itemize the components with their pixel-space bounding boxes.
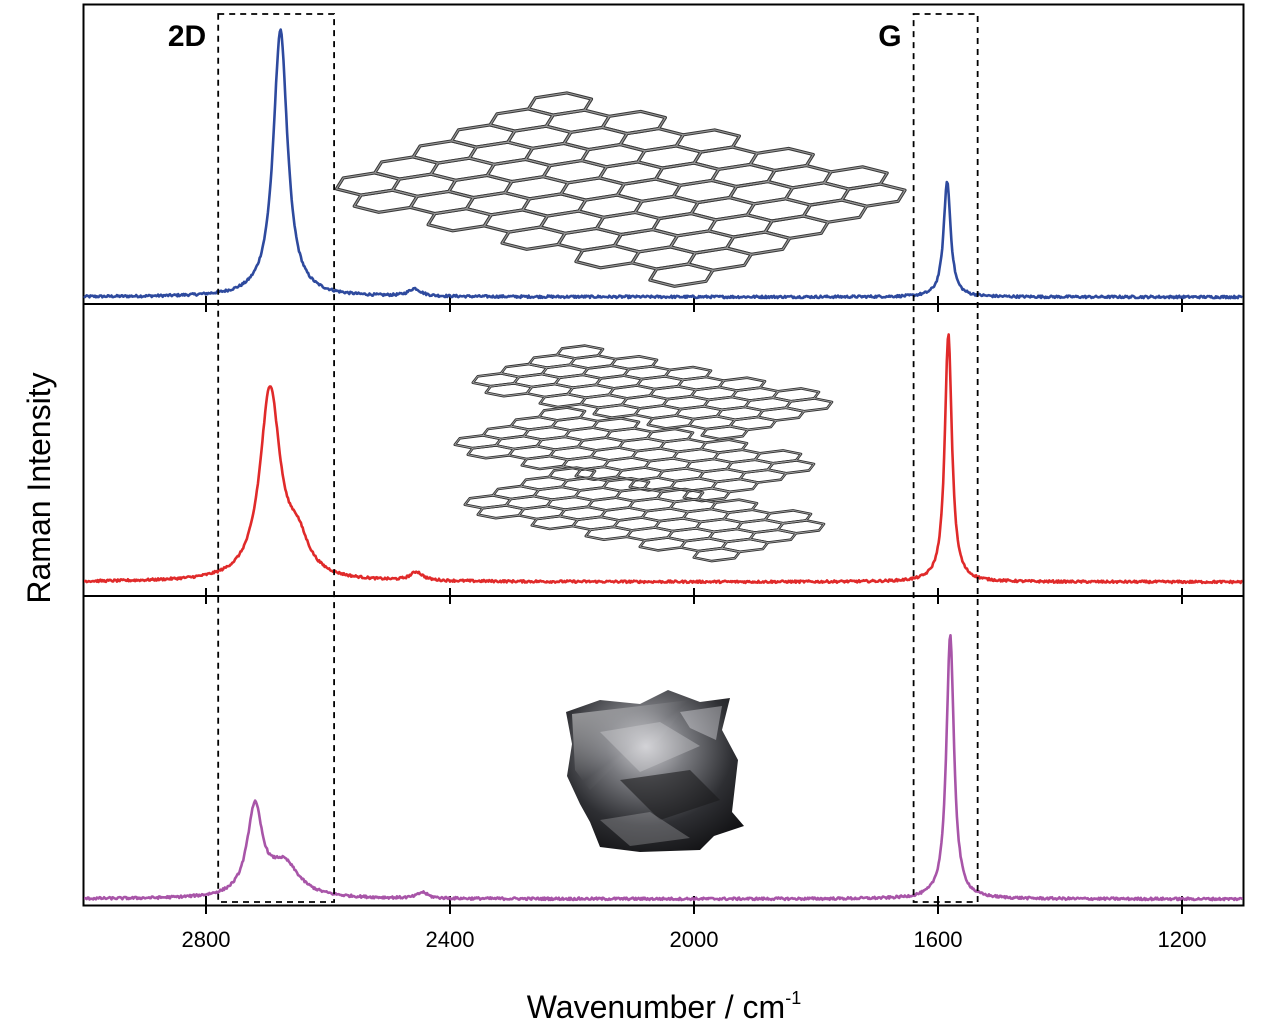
- graphite-chunk-facet-1: [600, 722, 700, 772]
- lattice-hexagon: [649, 263, 714, 287]
- x-tick-label-1200: 1200: [1158, 927, 1207, 952]
- spectra: [83, 28, 1244, 902]
- plot-frame: [82, 3, 1245, 907]
- bulk-graphite-chunk-icon: [566, 690, 744, 852]
- graphite-chunk-facet-3: [600, 812, 690, 846]
- few-layer-graphene-stack-icon: [453, 344, 834, 563]
- x-tick-label-2000: 2000: [670, 927, 719, 952]
- x-axis-title-superscript: -1: [785, 988, 801, 1008]
- region-box-g: [912, 13, 979, 903]
- x-tick-label-2800: 2800: [182, 927, 231, 952]
- region-label-2d: 2D: [168, 20, 206, 53]
- panel-illustrations: [334, 91, 907, 852]
- series-line-2: [83, 634, 1244, 902]
- x-axis-title: Wavenumber / cm-1: [527, 988, 801, 1025]
- region-box-2d: [217, 13, 335, 903]
- graphite-chunk-facet-4: [680, 706, 722, 740]
- single-layer-graphene-lattice-icon: [334, 91, 907, 288]
- series-line-1: [83, 333, 1243, 585]
- highlight-regions: 2D G: [168, 13, 979, 903]
- x-axis-title-text: Wavenumber / cm: [527, 989, 785, 1025]
- y-axis-title: Raman Intensity: [21, 372, 57, 603]
- graphite-chunk-facet-2: [620, 770, 720, 820]
- x-tick-label-2400: 2400: [426, 927, 475, 952]
- lattice-hexagon: [701, 425, 749, 440]
- lattice-hexagon: [693, 547, 741, 562]
- graphite-chunk-sheen: [572, 700, 690, 790]
- lattice-hexagon: [683, 487, 731, 502]
- x-tick-label-1600: 1600: [914, 927, 963, 952]
- series-line-0: [83, 28, 1243, 300]
- region-label-g: G: [878, 20, 901, 53]
- x-axis-tick-labels: 2800 2400 2000 1600 1200: [182, 927, 1207, 952]
